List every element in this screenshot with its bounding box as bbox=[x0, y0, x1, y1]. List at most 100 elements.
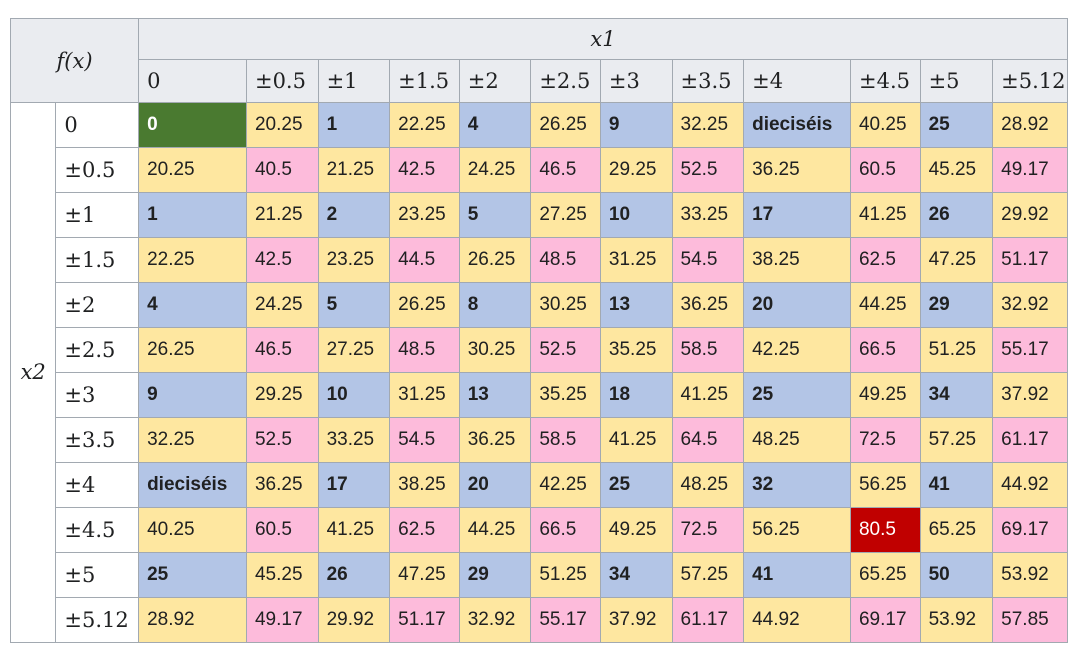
table-cell: 57.25 bbox=[919, 417, 994, 463]
table-cell: 5 bbox=[458, 192, 532, 238]
fx-label: f(x) bbox=[56, 48, 93, 73]
table-cell: 42.25 bbox=[743, 327, 851, 373]
table-cell: 32.92 bbox=[458, 597, 532, 643]
table-cell: 21.25 bbox=[317, 147, 391, 193]
table-cell: 65.25 bbox=[919, 507, 994, 553]
table-cell: 4 bbox=[138, 282, 247, 328]
table-cell: 32 bbox=[743, 462, 851, 508]
table-cell: 40.25 bbox=[138, 507, 247, 553]
table-cell: 69.17 bbox=[992, 507, 1068, 553]
column-header: ±1 bbox=[317, 59, 391, 103]
table-cell: 48.5 bbox=[389, 327, 460, 373]
table-cell: 69.17 bbox=[849, 597, 921, 643]
table-cell: 33.25 bbox=[317, 417, 391, 463]
table-cell: 38.25 bbox=[389, 462, 460, 508]
table-cell: 31.25 bbox=[389, 372, 460, 418]
table-cell: 21.25 bbox=[245, 192, 319, 238]
table-cell: 34 bbox=[599, 552, 673, 598]
table-cell: 22.25 bbox=[138, 237, 247, 283]
table-cell: 53.92 bbox=[992, 552, 1068, 598]
table-cell: 10 bbox=[317, 372, 391, 418]
table-cell: 41.25 bbox=[599, 417, 673, 463]
table-cell: 40.5 bbox=[245, 147, 319, 193]
table-cell: 34 bbox=[919, 372, 994, 418]
row-header: ±4 bbox=[55, 462, 140, 508]
table-cell: 36.25 bbox=[671, 282, 745, 328]
table-cell: 32.92 bbox=[992, 282, 1068, 328]
column-header: ±0.5 bbox=[245, 59, 319, 103]
table-cell: 48.25 bbox=[671, 462, 745, 508]
table-cell: 37.92 bbox=[992, 372, 1068, 418]
table-row: ±3 9 29.25 10 31.25 13 35.25 18 41.25 25 49.25 34 37… bbox=[11, 372, 1068, 418]
table-cell: 44.25 bbox=[849, 282, 921, 328]
table-row: ±3.5 32.25 52.5 33.25 54.5 36.25 58.5 41.25 64.5… bbox=[11, 417, 1068, 463]
table-cell: 22.25 bbox=[389, 102, 460, 148]
table-cell: 35.25 bbox=[530, 372, 601, 418]
table-cell: 20.25 bbox=[245, 102, 319, 148]
table-cell: 26 bbox=[317, 552, 391, 598]
row-header: ±1.5 bbox=[55, 237, 140, 283]
table-cell: 37.92 bbox=[599, 597, 673, 643]
table-cell: 25 bbox=[919, 102, 994, 148]
table-cell: 36.25 bbox=[245, 462, 319, 508]
table-cell: 50 bbox=[919, 552, 994, 598]
table-cell: 29.25 bbox=[245, 372, 319, 418]
table-cell: 26.25 bbox=[530, 102, 601, 148]
table-cell: 5 bbox=[317, 282, 391, 328]
table-cell: 52.5 bbox=[671, 147, 745, 193]
table-cell: 40.25 bbox=[849, 102, 921, 148]
table-cell: 52.5 bbox=[530, 327, 601, 373]
table-cell: 55.17 bbox=[992, 327, 1068, 373]
table-cell: dieciséis bbox=[138, 462, 247, 508]
column-header: ±1.5 bbox=[389, 59, 460, 103]
table-cell: 55.17 bbox=[530, 597, 601, 643]
table-container: f(x) x1 0 ±0.5 ±1 ±1.5 ±2 ±2.5 ±3 ±3.5 ±4 ±4.5 ±5 ±… bbox=[9, 18, 1068, 643]
table-cell: 1 bbox=[317, 102, 391, 148]
table-cell: 65.25 bbox=[849, 552, 921, 598]
table-cell: 25 bbox=[743, 372, 851, 418]
table-cell: 1 bbox=[138, 192, 247, 238]
table-cell: 20 bbox=[458, 462, 532, 508]
table-cell: 29.92 bbox=[317, 597, 391, 643]
table-row: ±2.5 26.25 46.5 27.25 48.5 30.25 52.5 35.25 58.5… bbox=[11, 327, 1068, 373]
table-cell: 13 bbox=[599, 282, 673, 328]
row-header: ±1 bbox=[55, 192, 140, 238]
row-header: ±5 bbox=[55, 552, 140, 598]
table-cell: 45.25 bbox=[919, 147, 994, 193]
row-header: ±0.5 bbox=[55, 147, 140, 193]
table-cell: 41.25 bbox=[849, 192, 921, 238]
table-cell: 44.25 bbox=[458, 507, 532, 553]
column-header: 0 bbox=[138, 59, 247, 103]
table-cell: 49.17 bbox=[992, 147, 1068, 193]
table-cell: 32.25 bbox=[671, 102, 745, 148]
table-cell: 60.5 bbox=[245, 507, 319, 553]
table-cell: 46.5 bbox=[530, 147, 601, 193]
table-cell: 29 bbox=[458, 552, 532, 598]
table-cell: 61.17 bbox=[992, 417, 1068, 463]
column-header: ±2 bbox=[458, 59, 532, 103]
table-cell: 33.25 bbox=[671, 192, 745, 238]
table-cell: 44.5 bbox=[389, 237, 460, 283]
table-cell: 80.5 bbox=[849, 507, 921, 553]
table-cell: 54.5 bbox=[389, 417, 460, 463]
table-cell: 48.25 bbox=[743, 417, 851, 463]
table-cell: 17 bbox=[743, 192, 851, 238]
table-cell: 62.5 bbox=[389, 507, 460, 553]
table-cell: 13 bbox=[458, 372, 532, 418]
table-cell: 56.25 bbox=[743, 507, 851, 553]
table-cell: 36.25 bbox=[743, 147, 851, 193]
fx-header-cell: f(x) bbox=[9, 18, 140, 103]
table-cell: 27.25 bbox=[317, 327, 391, 373]
column-header: ±4.5 bbox=[849, 59, 921, 103]
table-cell: 42.25 bbox=[530, 462, 601, 508]
table-cell: 26.25 bbox=[138, 327, 247, 373]
table-cell: 58.5 bbox=[530, 417, 601, 463]
row-header: ±5.12 bbox=[55, 597, 140, 643]
table-cell: 20.25 bbox=[138, 147, 247, 193]
table-cell: 25 bbox=[138, 552, 247, 598]
table-cell: 38.25 bbox=[743, 237, 851, 283]
table-cell: 24.25 bbox=[458, 147, 532, 193]
header-row-x1: f(x) x1 bbox=[9, 18, 1068, 103]
table-cell: 9 bbox=[138, 372, 247, 418]
table-cell: 49.25 bbox=[599, 507, 673, 553]
